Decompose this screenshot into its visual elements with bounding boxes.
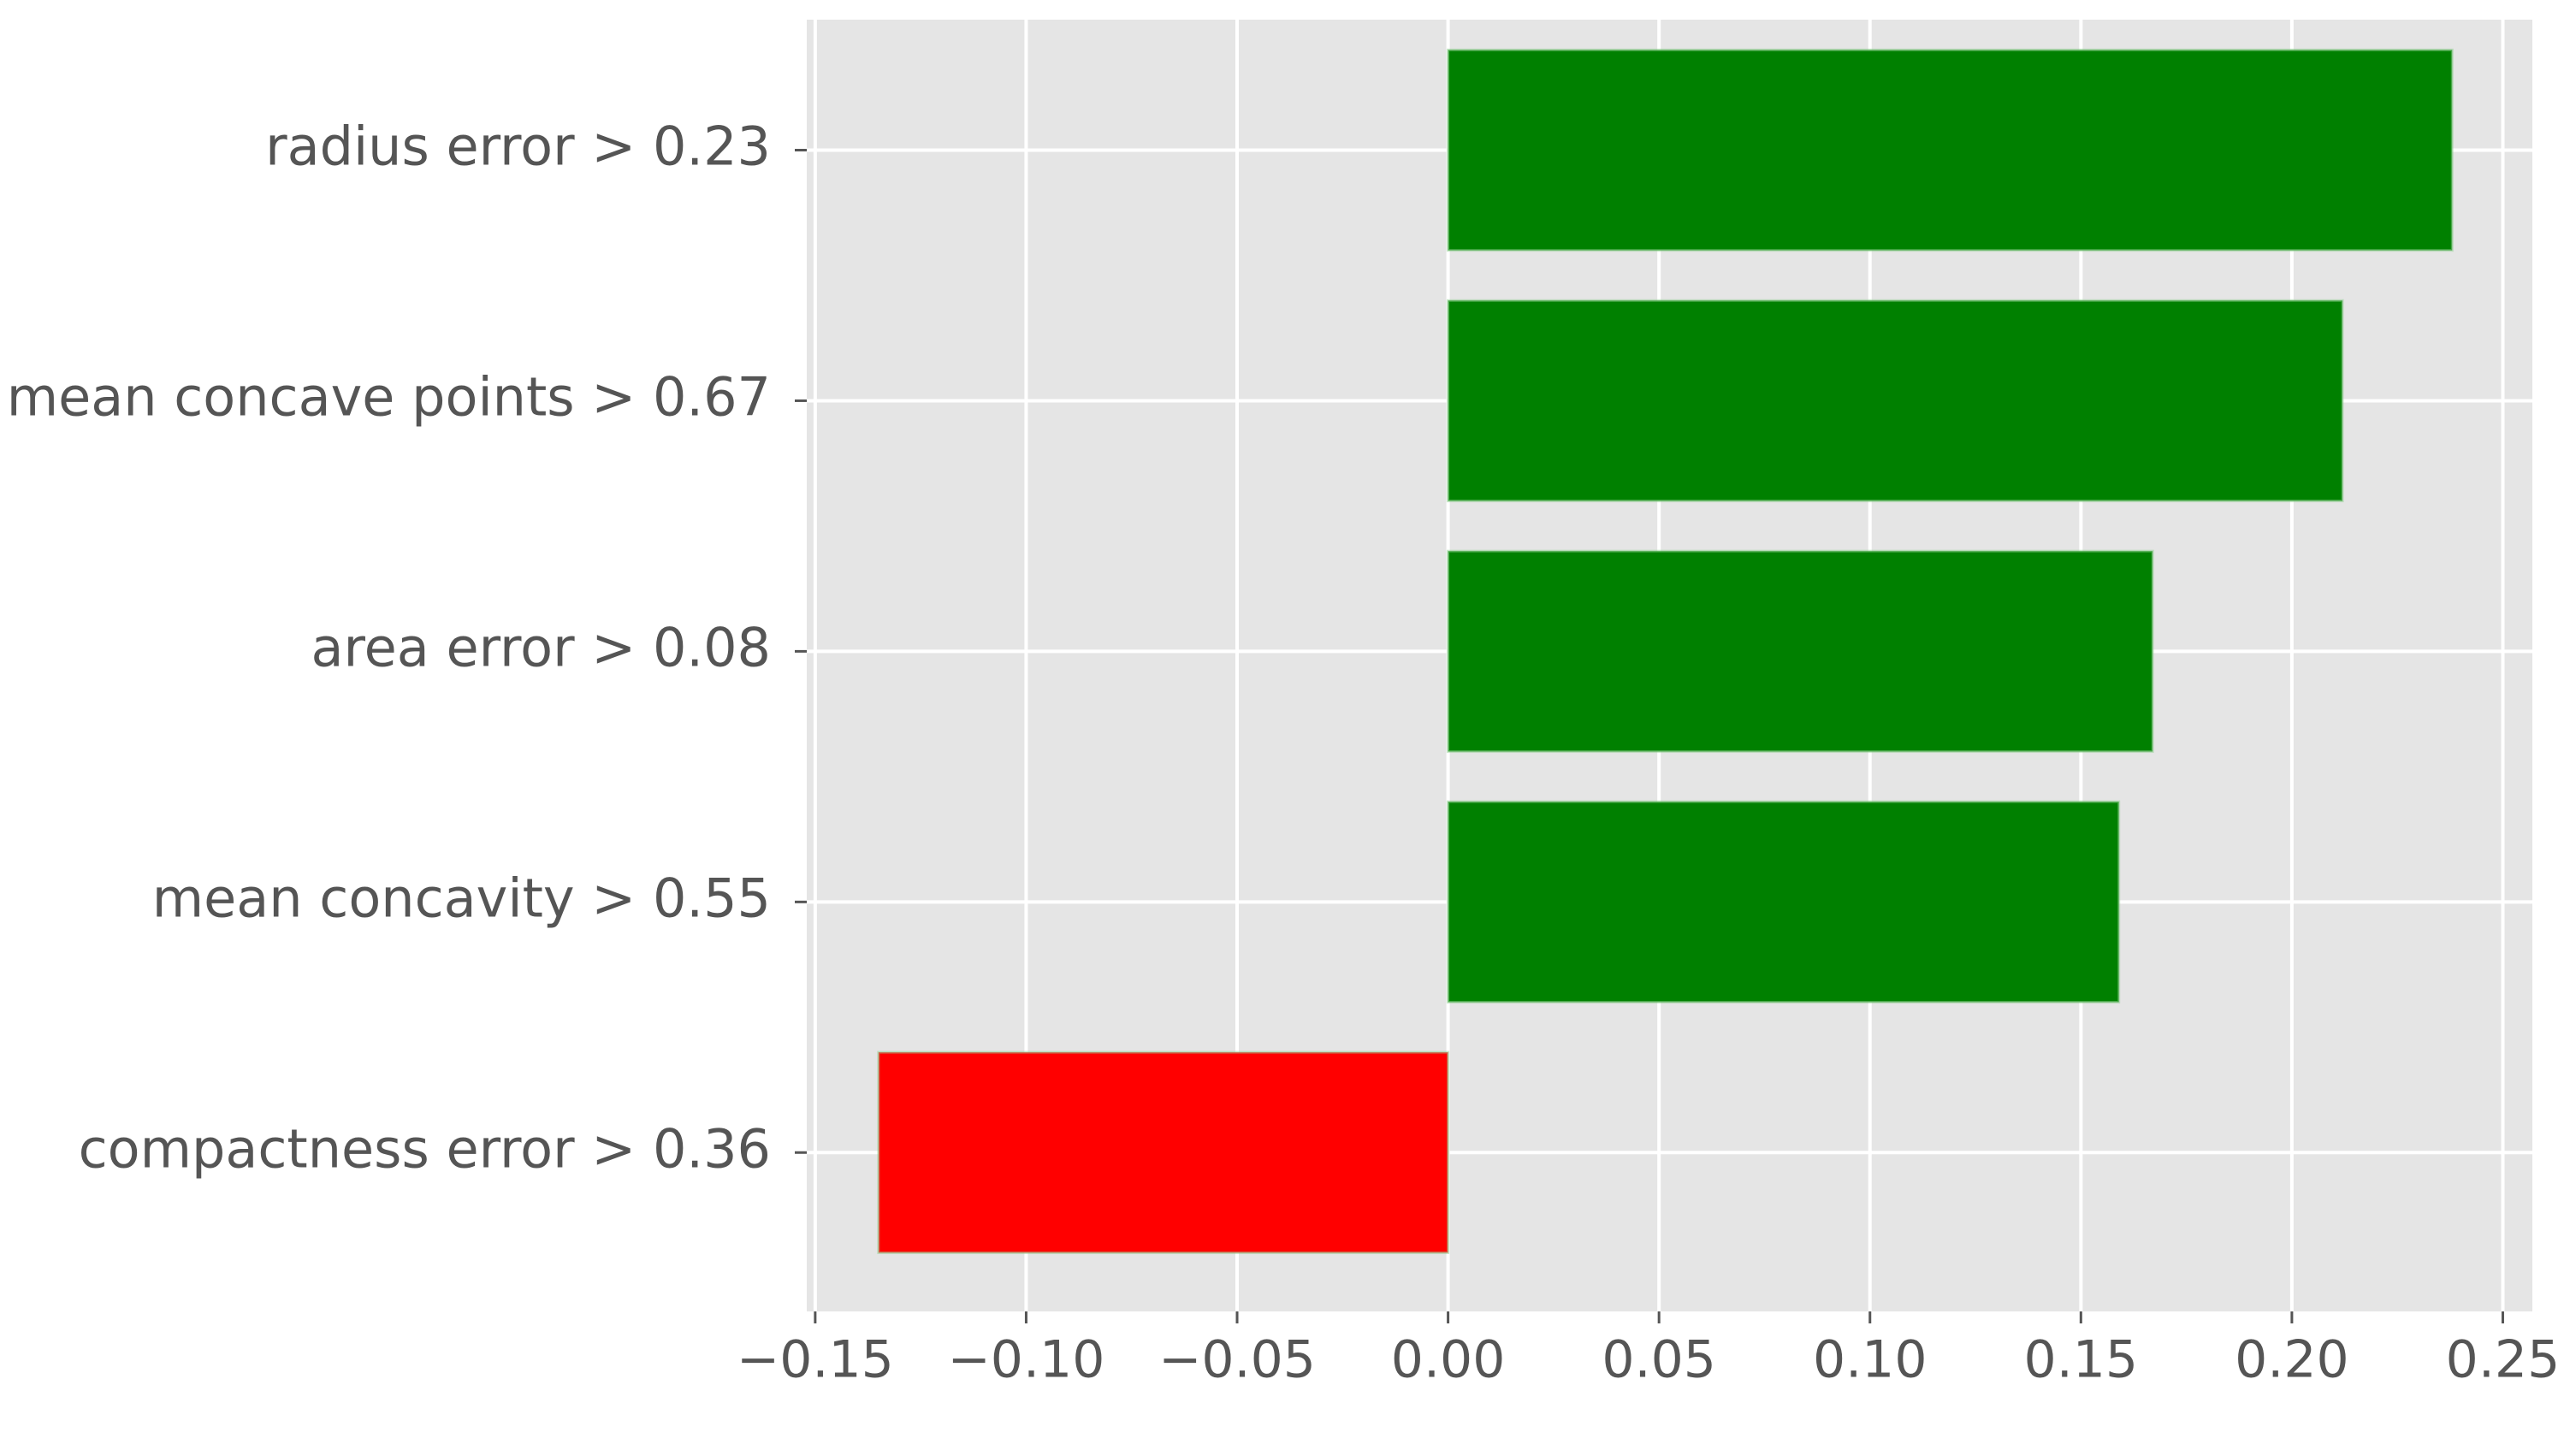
y-tick-label: compactness error > 0.36 <box>79 1117 771 1180</box>
x-tick-label: 0.15 <box>2024 1330 2139 1390</box>
bar <box>1447 48 2454 252</box>
x-tick-label: 0.05 <box>1602 1330 1716 1390</box>
bar <box>877 1051 1450 1254</box>
y-tick-label: radius error > 0.23 <box>265 115 771 178</box>
x-tick-label: 0.20 <box>2235 1330 2349 1390</box>
bar <box>1447 549 2154 754</box>
bar <box>1447 800 2121 1004</box>
x-tick-label: 0.25 <box>2446 1330 2561 1390</box>
y-tick-label: area error > 0.08 <box>311 616 771 678</box>
x-tick-label: −0.15 <box>737 1330 894 1390</box>
x-tick-label: 0.10 <box>1813 1330 1928 1390</box>
x-tick-label: −0.10 <box>948 1330 1105 1390</box>
bar <box>1447 299 2344 503</box>
x-tick-label: −0.05 <box>1158 1330 1316 1390</box>
y-tick-label: mean concavity > 0.55 <box>152 867 771 929</box>
y-tick-label: mean concave points > 0.67 <box>7 366 771 429</box>
x-tick-label: 0.00 <box>1391 1330 1506 1390</box>
